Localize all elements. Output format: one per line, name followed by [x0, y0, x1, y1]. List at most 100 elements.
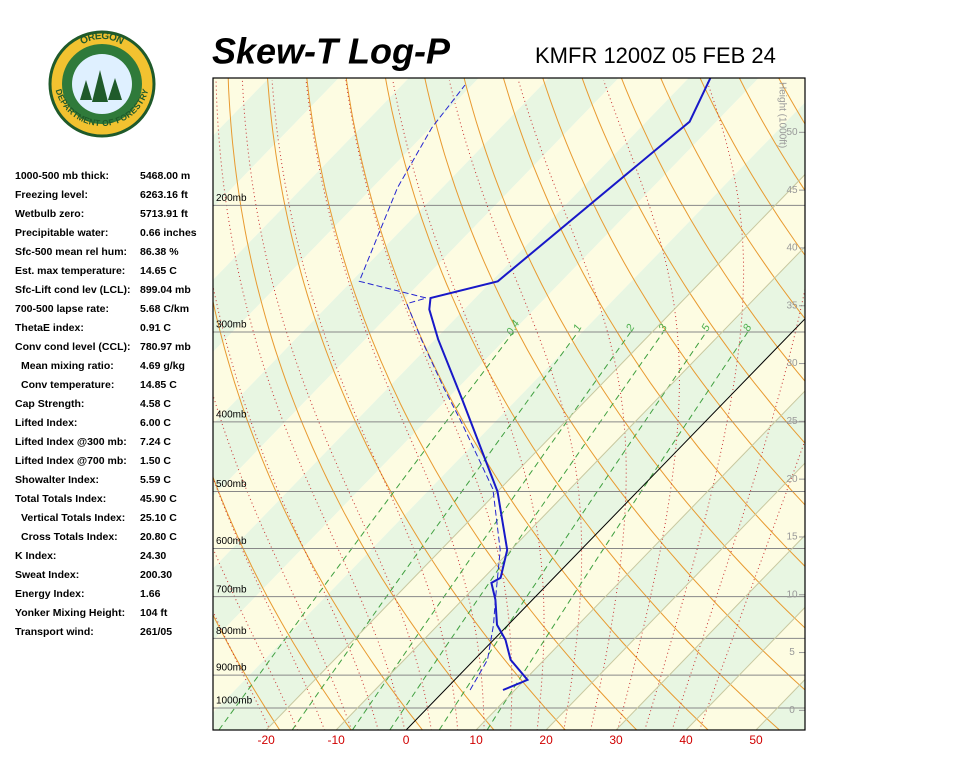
pressure-label: 900mb — [216, 663, 247, 674]
stat-label: Wetbulb zero: — [15, 208, 84, 220]
isotherm — [335, 245, 805, 730]
moist-adiabat — [392, 80, 545, 730]
stat-label: Energy Index: — [15, 588, 84, 600]
dry-adiabat — [227, 78, 495, 730]
mixing-ratio-line — [351, 331, 632, 730]
x-tick-label: 40 — [679, 733, 693, 747]
stat-value: 899.04 mb — [140, 284, 191, 296]
stat-label: Sweat Index: — [15, 569, 79, 581]
pressure-label: 700mb — [216, 584, 247, 595]
stat-value: 25.10 C — [140, 512, 177, 524]
isotherm — [475, 390, 805, 730]
stat-label: Sfc-500 mean rel hum: — [15, 246, 127, 258]
isotherm-band — [213, 78, 339, 208]
moist-adiabat — [215, 80, 406, 730]
isotherm-band — [213, 102, 805, 730]
stat-value: 6.00 C — [140, 417, 171, 429]
dry-adiabat — [267, 78, 566, 730]
y2-axis-label: Height (1000ft) — [776, 82, 787, 148]
isotherm-band — [213, 78, 759, 641]
mixing-ratio-line — [218, 331, 514, 730]
dry-adiabat — [502, 78, 805, 568]
y2-tick-label: 40 — [786, 243, 798, 254]
stat-value: 1.50 C — [140, 455, 171, 467]
stat-label: Showalter Index: — [15, 474, 99, 486]
y2-tick-label: 35 — [786, 300, 798, 311]
y2-tick-label: 5 — [789, 647, 795, 658]
stat-label: Lifted Index @300 mb: — [15, 436, 127, 448]
dry-adiabat — [699, 78, 805, 257]
dry-adiabat — [897, 78, 960, 730]
moist-adiabat — [698, 439, 805, 730]
dry-adiabat — [306, 78, 638, 730]
stat-value: 20.80 C — [140, 531, 177, 543]
stat-label: Yonker Mixing Height: — [15, 607, 125, 619]
pressure-label: 800mb — [216, 626, 247, 637]
stat-value: 200.30 — [140, 569, 172, 581]
pressure-label: 200mb — [216, 193, 247, 204]
isotherm — [685, 606, 805, 730]
dry-adiabat — [213, 475, 352, 730]
stat-label: Transport wind: — [15, 626, 94, 638]
dry-adiabat — [857, 78, 960, 730]
pressure-label: 400mb — [216, 409, 247, 420]
moist-adiabat — [213, 393, 353, 730]
stat-label: Sfc-Lift cond lev (LCL): — [15, 284, 131, 296]
dry-adiabat — [385, 78, 780, 730]
mixing-ratio-line — [291, 331, 579, 730]
logo: OREGON DEPARTMENT OF FORESTRY — [48, 30, 156, 138]
dry-adiabat — [778, 78, 805, 125]
x-tick-label: 10 — [469, 733, 483, 747]
stat-value: 45.90 C — [140, 493, 177, 505]
stat-label: Mean mixing ratio: — [21, 360, 114, 372]
stat-label: Lifted Index @700 mb: — [15, 455, 127, 467]
stat-value: 5.68 C/km — [140, 303, 189, 315]
stat-label: Cap Strength: — [15, 398, 84, 410]
dewpoint-line — [358, 84, 501, 691]
plot-area: 0.4 1 2 3 5 81000mb900mb800mb700mb600mb500mb4… — [213, 78, 960, 730]
x-tick-label: 0 — [403, 733, 410, 747]
mixing-ratio-label: 1 — [571, 322, 584, 333]
x-tick-label: -10 — [327, 733, 345, 747]
x-tick-label: 50 — [749, 733, 763, 747]
plot-frame — [212, 77, 806, 731]
dry-adiabat — [738, 78, 805, 192]
dry-adiabat — [620, 78, 805, 382]
stat-value: 14.85 C — [140, 379, 177, 391]
axes: -20 -10 0 10 20 30 40 50 — [258, 733, 764, 747]
isotherm — [545, 462, 805, 730]
pressure-label: 500mb — [216, 479, 247, 490]
dry-adiabat — [818, 78, 960, 730]
moist-adiabat — [644, 80, 745, 730]
stat-value: 0.66 inches — [140, 227, 197, 239]
chart-title: Skew-T Log-P — [212, 31, 451, 72]
y2-tick-label: 45 — [786, 185, 798, 196]
stat-value: 1.66 — [140, 588, 161, 600]
moist-adiabat — [603, 80, 680, 730]
pressure-label: 1000mb — [216, 696, 253, 707]
dry-adiabat — [213, 299, 423, 730]
moist-adiabat — [448, 80, 583, 730]
stat-value: 261/05 — [140, 626, 172, 638]
stat-value: 5713.91 ft — [140, 208, 188, 220]
stat-value: 4.58 C — [140, 398, 171, 410]
stat-label: Cross Totals Index: — [21, 531, 118, 543]
y2-tick-label: 20 — [786, 474, 798, 485]
isotherm — [615, 534, 805, 730]
y2-tick-label: 30 — [786, 358, 798, 369]
stat-label: Precipitable water: — [15, 227, 108, 239]
y2-tick-label: 0 — [789, 705, 795, 716]
stat-value: 86.38 % — [140, 246, 179, 258]
mixing-ratio-line — [389, 331, 664, 730]
dry-adiabat — [542, 78, 805, 506]
pressure-label: 600mb — [216, 536, 247, 547]
stat-value: 24.30 — [140, 550, 166, 562]
isotherm — [405, 318, 805, 730]
stat-label: 1000-500 mb thick: — [15, 170, 109, 182]
pressure-label: 300mb — [216, 320, 247, 331]
stat-value: 14.65 C — [140, 265, 177, 277]
stat-label: Vertical Totals Index: — [21, 512, 125, 524]
stat-label: Total Totals Index: — [15, 493, 106, 505]
stat-label: Conv cond level (CCL): — [15, 341, 131, 353]
